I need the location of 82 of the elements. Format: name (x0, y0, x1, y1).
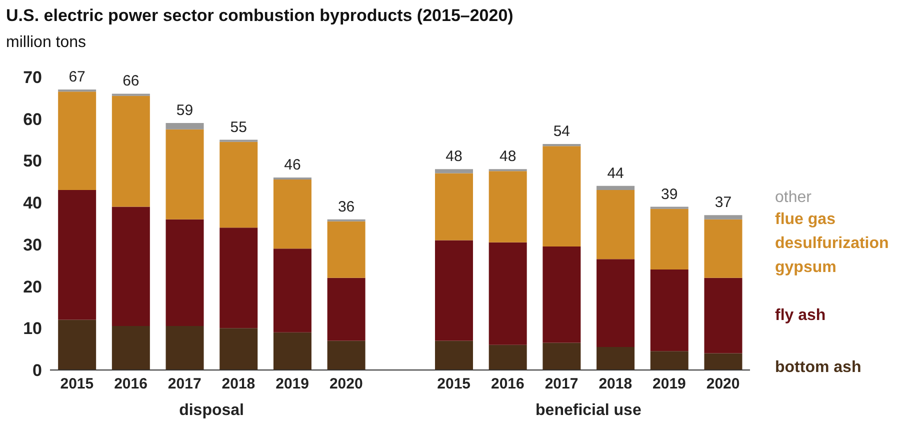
bar (166, 123, 204, 130)
total-label: 37 (714, 194, 732, 212)
bar (220, 328, 258, 370)
bar (273, 177, 312, 180)
bar (58, 320, 96, 370)
bar (435, 340, 473, 370)
bar (58, 92, 96, 190)
text: fly ash (775, 306, 827, 326)
bar (112, 206, 150, 326)
bar (542, 342, 581, 370)
bar (220, 228, 258, 328)
text: disposal (178, 402, 245, 420)
bar (650, 351, 688, 370)
x-tick-label: 2018 (598, 376, 632, 393)
bar (704, 215, 742, 220)
total-label: 36 (338, 198, 355, 216)
y-tick-label: 10 (23, 319, 42, 338)
bar (704, 278, 742, 354)
bar (704, 353, 742, 370)
bar (112, 326, 150, 370)
text: bottom ash (775, 358, 862, 378)
bar (58, 190, 96, 320)
bar (435, 169, 473, 174)
bar (166, 129, 204, 220)
total-label: 59 (176, 102, 194, 120)
bar (650, 270, 688, 352)
bar (596, 186, 635, 190)
bar (435, 240, 473, 341)
total-label: 44 (607, 164, 624, 182)
total-label: 54 (553, 122, 570, 140)
y-tick-label: 20 (23, 277, 42, 296)
total-label: 48 (500, 148, 516, 166)
x-tick-label: 2017 (168, 376, 202, 393)
x-tick-label: 2019 (276, 376, 309, 393)
x-tick-label: 2016 (491, 376, 524, 393)
total-label: 46 (284, 156, 301, 174)
text: other (775, 188, 812, 208)
bar (112, 96, 150, 207)
y-tick-label: 60 (23, 110, 42, 129)
bar (596, 259, 635, 347)
total-label: 48 (446, 148, 462, 166)
total-label: 67 (68, 68, 86, 86)
x-tick-label: 2016 (114, 376, 148, 393)
bar (542, 246, 581, 343)
total-label: 66 (122, 72, 140, 90)
bar (220, 142, 258, 228)
total-label: 39 (661, 186, 678, 203)
text: flue gas desulfurization gypsum (775, 210, 890, 278)
total-label: 55 (230, 118, 247, 136)
bar (166, 219, 204, 326)
y-axis-title: million tons (6, 34, 86, 52)
x-tick-label: 2020 (706, 376, 740, 393)
bar (327, 221, 366, 278)
x-tick-label: 2017 (544, 376, 578, 393)
bar (327, 340, 366, 370)
bar (542, 146, 581, 247)
x-tick-label: 2015 (437, 376, 471, 393)
bar (488, 171, 527, 242)
y-tick-label: 0 (32, 361, 42, 380)
y-tick-label: 40 (23, 194, 42, 213)
x-tick-label: 2018 (222, 376, 256, 393)
bar (596, 346, 635, 370)
bar (273, 248, 312, 332)
x-tick-label: 2015 (60, 376, 94, 393)
chart-title: U.S. electric power sector combustion byproducts (2015–2020) (6, 6, 514, 26)
x-tick-label: 2020 (329, 376, 363, 393)
bar (273, 180, 312, 249)
bar (596, 190, 635, 260)
bar (488, 344, 527, 370)
y-tick-label: 50 (23, 152, 42, 171)
bar (542, 144, 581, 146)
bar (166, 326, 204, 370)
bar (704, 219, 742, 278)
bar (435, 173, 473, 240)
bar (273, 332, 312, 370)
bar (650, 208, 688, 270)
y-tick-label: 30 (23, 235, 42, 254)
bar (327, 278, 366, 341)
y-tick-label: 70 (23, 68, 42, 88)
text: beneficial use (534, 402, 642, 420)
x-tick-label: 2019 (652, 376, 686, 393)
bar (488, 242, 527, 345)
